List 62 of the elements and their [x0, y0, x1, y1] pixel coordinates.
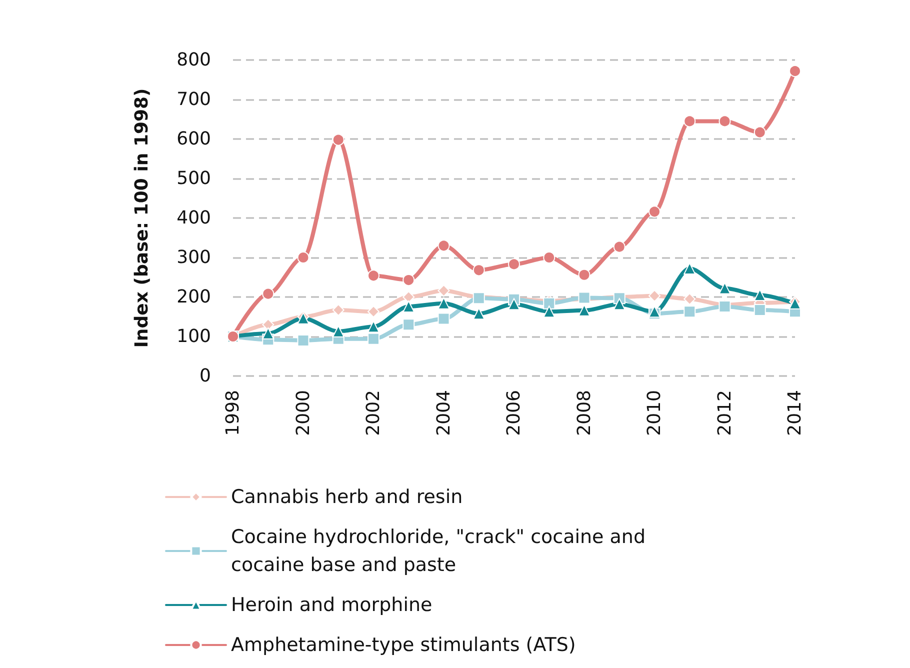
point — [368, 320, 380, 333]
point — [402, 274, 415, 286]
point — [297, 334, 310, 346]
x-tick-label: 2012 — [714, 390, 736, 436]
y-axis-title: Index (base: 100 in 1998) — [132, 88, 152, 348]
point — [438, 284, 450, 297]
point — [368, 270, 380, 282]
point — [332, 134, 344, 146]
point — [684, 292, 696, 305]
point — [684, 115, 696, 128]
legend-label: Cocaine hydrochloride, "crack" cocaine and cocaine base and paste — [231, 526, 652, 576]
x-tick-label: 2002 — [363, 390, 384, 436]
x-tick-label: 2006 — [504, 390, 524, 436]
point — [789, 65, 801, 78]
x-tick-label: 2010 — [644, 390, 665, 436]
x-tick-label: 1998 — [222, 390, 244, 436]
point — [472, 264, 485, 276]
y-tick-label: 700 — [176, 89, 211, 110]
legend-label: Cannabis herb and resin — [231, 486, 463, 508]
y-tick-label: 300 — [176, 247, 211, 268]
point — [262, 288, 274, 300]
point — [684, 306, 696, 318]
point — [754, 289, 766, 302]
point — [613, 240, 626, 253]
point — [613, 298, 626, 310]
y-tick-label: 800 — [176, 50, 211, 70]
point — [368, 332, 380, 345]
x-tick-label: 2000 — [292, 390, 314, 436]
point — [508, 258, 520, 270]
point — [297, 252, 310, 264]
point — [402, 300, 415, 312]
point — [368, 306, 380, 318]
y-tick-label: 500 — [176, 168, 211, 189]
legend-label: Heroin and morphine — [231, 594, 432, 616]
x-tick-label: 2008 — [574, 390, 595, 436]
y-tick-label: 0 — [200, 366, 211, 386]
point — [754, 304, 766, 316]
legend-label: Amphetamine-type stimulants (ATS) — [231, 634, 576, 656]
point — [438, 297, 450, 310]
point — [578, 268, 590, 281]
point — [543, 297, 556, 310]
point — [648, 206, 660, 218]
point — [648, 290, 660, 302]
point — [718, 115, 731, 128]
point — [262, 327, 274, 340]
x-tick-label: 2014 — [784, 390, 806, 436]
y-tick-label: 600 — [176, 128, 211, 150]
point — [438, 312, 450, 325]
point — [543, 252, 556, 264]
point — [472, 308, 485, 320]
point — [543, 306, 556, 318]
x-tick-label: 2004 — [433, 390, 454, 436]
point — [508, 298, 520, 310]
point — [684, 262, 696, 275]
y-tick-label: 200 — [176, 286, 211, 308]
point — [402, 318, 415, 331]
point — [438, 240, 450, 252]
y-tick-label: 400 — [176, 208, 211, 228]
point — [332, 304, 344, 316]
point — [402, 291, 415, 303]
point — [754, 126, 766, 138]
y-tick-label: 100 — [176, 326, 211, 347]
